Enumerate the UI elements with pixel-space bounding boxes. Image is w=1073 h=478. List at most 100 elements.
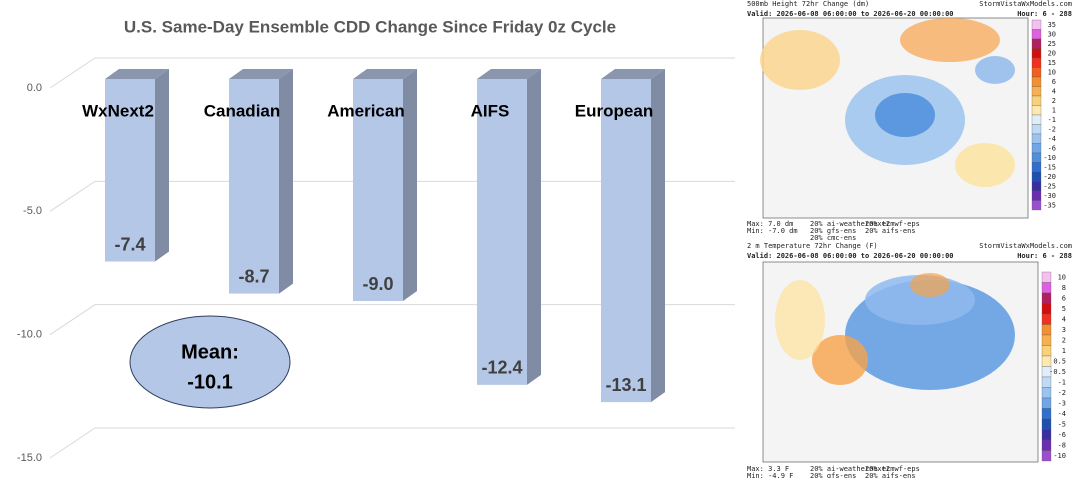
map-valid: Valid: 2026-06-08 06:00:00 to 2026-06-20… — [747, 252, 954, 260]
y-tick-label: -10.0 — [17, 329, 42, 341]
colorbar-cell — [1041, 334, 1052, 346]
colorbar-cell — [1041, 282, 1052, 294]
colorbar-label: 6 — [1052, 78, 1056, 86]
colorbar-label: 35 — [1048, 21, 1056, 29]
colorbar-label: 20 — [1048, 49, 1056, 57]
colorbar-label: 3 — [1062, 326, 1066, 334]
colorbar-cell — [1031, 57, 1042, 68]
colorbar-cell — [1031, 29, 1042, 40]
map-shade — [812, 335, 868, 385]
bar-side — [527, 69, 541, 385]
colorbar-cell — [1041, 429, 1052, 441]
colorbar-cell — [1031, 162, 1042, 173]
bar — [229, 79, 279, 294]
plot: 0.0 -5.0 -10.0 -15.0 -7.4 WxNext2 -8.7 Canadian… — [17, 57, 735, 464]
value-label: -9.0 — [362, 274, 393, 294]
map-model: 20% ecmwf-eps — [865, 465, 920, 473]
colorbar-cell — [1031, 200, 1042, 211]
colorbar-cell — [1041, 324, 1052, 336]
colorbar-cell — [1031, 86, 1042, 97]
map-credit: StormVistaWxModels.com — [979, 242, 1072, 250]
colorbar-label: 4 — [1062, 315, 1066, 323]
value-label: -12.4 — [481, 358, 522, 378]
bar-side — [279, 69, 293, 294]
map-min: Min: -4.9 F — [747, 472, 793, 478]
colorbar-cell — [1041, 355, 1052, 367]
mean-label: Mean: — [181, 341, 239, 363]
y-tick-label: 0.0 — [27, 82, 42, 94]
bar-side — [403, 69, 417, 301]
bar-top — [601, 69, 665, 79]
map-model: 20% ai-weathernext2 — [810, 465, 890, 473]
chart-title: U.S. Same-Day Ensemble CDD Change Since … — [124, 17, 616, 36]
colorbar-label: -2 — [1048, 125, 1056, 133]
colorbar-cell — [1041, 345, 1052, 357]
colorbar-label: -20 — [1043, 173, 1056, 181]
grid-line — [49, 57, 735, 89]
colorbar-cell — [1031, 171, 1042, 182]
colorbar-label: 15 — [1048, 59, 1056, 67]
y-tick-label: -5.0 — [23, 205, 42, 217]
colorbar-label: -8 — [1058, 441, 1066, 449]
colorbar-cell — [1041, 387, 1052, 399]
map-min: Min: -7.0 dm — [747, 227, 798, 235]
colorbar-label: -25 — [1043, 182, 1056, 190]
map-shade — [875, 93, 935, 137]
colorbar-label: -1 — [1058, 378, 1066, 386]
map-max: Max: 3.3 F — [747, 465, 789, 473]
map-title: 500mb Height 72hr Change (dm) — [747, 0, 869, 8]
bar-top — [353, 69, 417, 79]
colorbar-label: -5 — [1058, 420, 1066, 428]
bar — [105, 79, 155, 262]
map-panel — [760, 17, 1029, 219]
colorbar-label: 0.5 — [1053, 357, 1066, 365]
bar-top — [105, 69, 169, 79]
map-shade — [775, 280, 825, 360]
bar-top — [477, 69, 541, 79]
map-model: 20% aifs-ens — [865, 472, 916, 478]
colorbar-cell — [1031, 38, 1042, 49]
colorbar-label: 6 — [1062, 294, 1066, 302]
colorbar-label: 30 — [1048, 30, 1056, 38]
bar-side — [155, 69, 169, 262]
x-tick-label: Canadian — [204, 101, 281, 120]
value-label: -7.4 — [114, 234, 145, 254]
colorbar-cell — [1031, 95, 1042, 106]
colorbar-cell — [1031, 114, 1042, 125]
x-tick-label: American — [327, 101, 404, 120]
bar-side — [651, 69, 665, 403]
colorbar-label: -4 — [1058, 410, 1066, 418]
colorbar-cell — [1031, 48, 1042, 59]
map-shade — [910, 273, 950, 297]
colorbar-label: -30 — [1043, 192, 1056, 200]
colorbar-label: -10 — [1043, 154, 1056, 162]
map-panel — [762, 261, 1039, 463]
map-model: 20% ai-weathernext2 — [810, 220, 890, 228]
colorbar-label: 2 — [1062, 336, 1066, 344]
colorbar-cell — [1041, 450, 1052, 462]
colorbar-cell — [1041, 303, 1052, 315]
map-title: 2 m Temperature 72hr Change (F) — [747, 242, 878, 250]
mean-bubble — [129, 315, 291, 409]
map-model: 20% gfs-ens — [810, 227, 856, 235]
bar — [353, 79, 403, 301]
colorbar-cell — [1041, 292, 1052, 304]
colorbar-cell — [1031, 152, 1042, 163]
map-valid: Valid: 2026-06-08 06:00:00 to 2026-06-20… — [747, 10, 954, 18]
colorbar-cell — [1031, 105, 1042, 116]
colorbar-label: 25 — [1048, 40, 1056, 48]
colorbar-cell — [1041, 439, 1052, 451]
map-model: 20% aifs-ens — [865, 227, 916, 235]
map-hour: Hour: 6 - 288 — [1017, 10, 1072, 18]
grid-line — [49, 427, 735, 459]
colorbar-cell — [1031, 181, 1042, 192]
map-credit: StormVistaWxModels.com — [979, 0, 1072, 8]
colorbar-cell — [1031, 67, 1042, 78]
y-tick-label: -15.0 — [17, 452, 42, 464]
colorbar-cell — [1031, 190, 1042, 201]
map-model: 20% gfs-ens — [810, 472, 856, 478]
colorbar-label: 1 — [1062, 347, 1066, 355]
x-tick-label: European — [575, 101, 653, 120]
